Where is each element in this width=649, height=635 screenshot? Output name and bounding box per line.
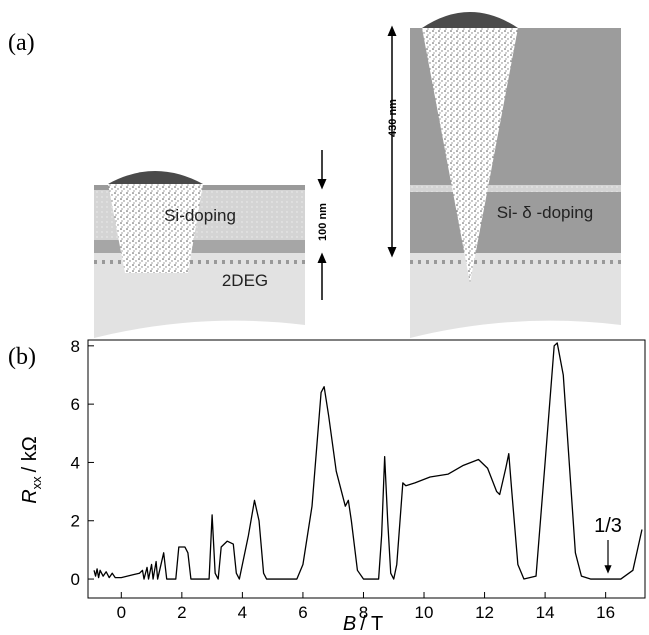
y-symbol: R — [19, 489, 41, 503]
x-axis-label: B / T — [343, 613, 383, 635]
left-structure — [94, 150, 327, 338]
x-tick-label: 10 — [415, 603, 434, 622]
x-unit: / T — [360, 613, 383, 635]
y-unit: / kΩ — [19, 436, 41, 472]
layer-label: Si- δ -doping — [497, 203, 593, 222]
thickness-label: 100 nm — [317, 203, 329, 241]
y-tick-label: 4 — [71, 453, 80, 472]
layer-label: Si-doping — [164, 206, 236, 225]
x-tick-label: 8 — [359, 603, 368, 622]
x-tick-label: 16 — [596, 603, 615, 622]
annotation: 1/3 — [594, 515, 622, 537]
plot-frame — [87, 339, 646, 599]
x-tick-label: 6 — [298, 603, 307, 622]
x-tick-label: 2 — [177, 603, 186, 622]
gas-label: 2DEG — [222, 271, 268, 290]
y-subscript: xx — [29, 476, 44, 490]
y-axis-label: Rxx / kΩ — [19, 436, 44, 504]
y-tick-label: 2 — [71, 512, 80, 531]
thickness-label: 430 nm — [387, 99, 399, 137]
x-tick-label: 4 — [238, 603, 247, 622]
x-symbol: B — [343, 613, 356, 635]
y-tick-label: 8 — [71, 337, 80, 356]
x-tick-label: 14 — [536, 603, 555, 622]
data-line — [93, 342, 643, 580]
panel-label: (a) — [8, 30, 35, 56]
x-tick-label: 0 — [117, 603, 126, 622]
x-tick-label: 12 — [475, 603, 494, 622]
panel-label: (b) — [8, 344, 36, 370]
right-structure — [387, 12, 621, 338]
y-tick-label: 0 — [71, 570, 80, 589]
y-tick-label: 6 — [71, 395, 80, 414]
